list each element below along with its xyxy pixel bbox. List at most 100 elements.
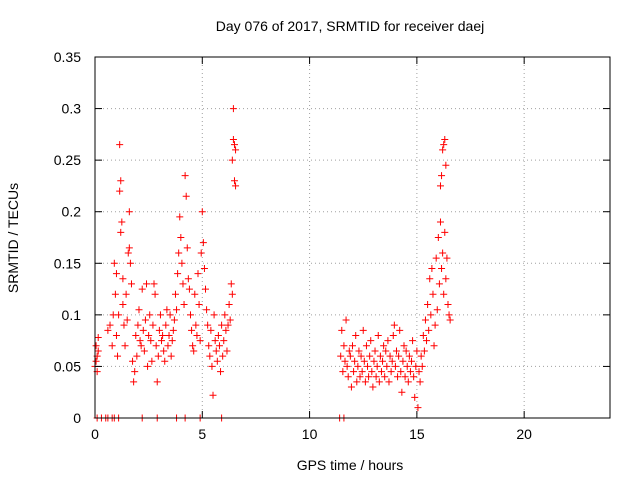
data-point [131, 368, 139, 376]
data-point [136, 337, 144, 345]
data-point [367, 337, 375, 345]
data-point [94, 334, 102, 342]
data-point [338, 326, 346, 334]
data-point [140, 347, 148, 355]
data-point [180, 301, 188, 309]
y-tick-label: 0.35 [54, 49, 81, 65]
data-point [358, 368, 366, 376]
data-point [156, 311, 164, 319]
data-point [146, 311, 154, 319]
data-point [181, 172, 189, 180]
data-point [354, 362, 362, 370]
data-point [397, 368, 405, 376]
data-point [161, 357, 169, 365]
data-point [110, 259, 118, 267]
data-point [415, 368, 423, 376]
data-point [432, 254, 440, 262]
x-tick-labels: 0 5 10 15 20 [91, 426, 532, 442]
data-point [431, 321, 439, 329]
data-point [227, 280, 235, 288]
data-point [123, 316, 131, 324]
data-point [221, 311, 229, 319]
chart-title: Day 076 of 2017, SRMTID for receiver dae… [216, 18, 484, 34]
data-point [126, 259, 134, 267]
data-point [94, 347, 102, 355]
data-point [153, 378, 161, 386]
data-point [366, 352, 374, 360]
data-point [347, 383, 355, 391]
data-point [439, 249, 447, 257]
data-point [230, 141, 238, 149]
data-point [355, 347, 363, 355]
data-point [374, 331, 382, 339]
data-point [438, 172, 446, 180]
data-point [186, 311, 194, 319]
data-point [357, 352, 365, 360]
data-point [410, 373, 418, 381]
data-point [115, 311, 123, 319]
data-point [213, 357, 221, 365]
data-point [229, 136, 237, 144]
data-point [402, 347, 410, 355]
data-point [446, 316, 454, 324]
data-point [114, 352, 122, 360]
data-point [350, 368, 358, 376]
data-point [104, 326, 112, 334]
data-point [381, 373, 389, 381]
data-point [382, 347, 390, 355]
data-point [130, 378, 138, 386]
data-point [373, 362, 381, 370]
data-point [185, 285, 193, 293]
data-point [166, 311, 174, 319]
data-point [343, 362, 351, 370]
data-point [151, 290, 159, 298]
data-point [117, 177, 125, 185]
data-point [92, 357, 100, 365]
data-point [190, 347, 198, 355]
y-tick-label: 0.25 [54, 152, 81, 168]
data-point [203, 306, 211, 314]
data-point [222, 326, 230, 334]
data-point [226, 316, 234, 324]
data-point [160, 347, 168, 355]
data-point [232, 146, 240, 154]
data-point [390, 321, 398, 329]
data-point [217, 368, 225, 376]
x-tick-label: 20 [516, 426, 532, 442]
data-point [189, 342, 197, 350]
data-point [408, 357, 416, 365]
data-point [409, 337, 417, 345]
data-point [386, 352, 394, 360]
data-point [92, 342, 100, 350]
data-point [337, 352, 345, 360]
data-point [165, 331, 173, 339]
data-point [184, 275, 192, 283]
data-point [196, 337, 204, 345]
data-point [394, 373, 402, 381]
data-point [120, 321, 128, 329]
data-point [352, 331, 360, 339]
y-tick-label: 0.3 [62, 101, 82, 117]
data-point [413, 347, 421, 355]
data-point [127, 280, 135, 288]
data-point [169, 326, 177, 334]
data-point [219, 352, 227, 360]
data-point [208, 362, 216, 370]
data-point [339, 368, 347, 376]
data-point [438, 264, 446, 272]
y-axis-label: SRMTID / TECUs [5, 183, 21, 293]
data-point [124, 249, 132, 257]
data-point [133, 352, 141, 360]
data-point [138, 285, 146, 293]
data-point [405, 352, 413, 360]
data-point [220, 337, 228, 345]
data-point [174, 270, 182, 278]
data-point [202, 285, 210, 293]
data-point [436, 182, 444, 190]
data-point [345, 347, 353, 355]
data-point [396, 326, 404, 334]
data-point [416, 378, 424, 386]
data-point [426, 275, 434, 283]
data-point [428, 264, 436, 272]
data-point [362, 342, 370, 350]
